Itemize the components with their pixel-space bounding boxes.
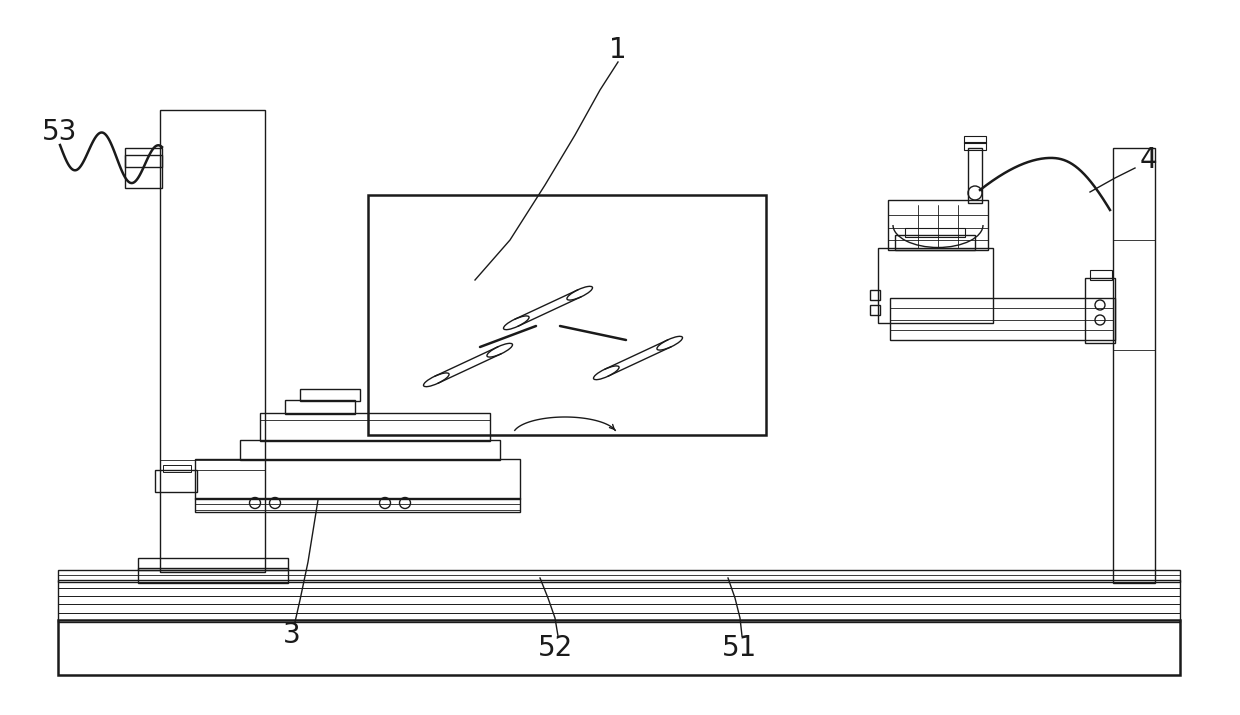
- Text: 4: 4: [1140, 146, 1157, 174]
- Text: 51: 51: [723, 634, 758, 662]
- Bar: [870, 290, 880, 300]
- Bar: [888, 200, 988, 250]
- Bar: [58, 570, 1180, 582]
- Bar: [1090, 270, 1112, 280]
- Bar: [905, 228, 965, 237]
- Bar: [241, 440, 500, 460]
- Bar: [195, 459, 520, 499]
- Bar: [58, 580, 1180, 622]
- Bar: [895, 235, 975, 250]
- Text: 52: 52: [537, 634, 573, 662]
- Bar: [890, 298, 1115, 340]
- Bar: [125, 155, 162, 167]
- Bar: [870, 305, 880, 315]
- Bar: [138, 558, 288, 570]
- Text: 1: 1: [609, 36, 626, 64]
- Text: 3: 3: [283, 621, 301, 649]
- Bar: [155, 470, 197, 492]
- Bar: [285, 400, 355, 414]
- Bar: [1114, 148, 1154, 583]
- Bar: [125, 148, 162, 188]
- Bar: [58, 620, 1180, 675]
- Bar: [968, 148, 982, 203]
- Text: 53: 53: [42, 118, 78, 146]
- Bar: [1085, 278, 1115, 343]
- Bar: [878, 248, 993, 323]
- Bar: [300, 389, 360, 401]
- Bar: [138, 568, 288, 583]
- Bar: [162, 465, 191, 472]
- Bar: [160, 110, 265, 572]
- Bar: [963, 142, 986, 150]
- Bar: [963, 136, 986, 143]
- Bar: [195, 498, 520, 512]
- Bar: [260, 413, 490, 441]
- Bar: [368, 195, 766, 435]
